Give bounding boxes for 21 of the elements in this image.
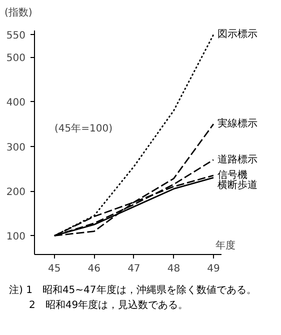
y-tick-label: 550 (6, 30, 26, 42)
x-tick-label: 47 (128, 264, 140, 274)
y-tick-label: 200 (6, 187, 26, 198)
annotation: (45年=100) (54, 122, 113, 134)
x-axis-title: 年度 (215, 240, 236, 252)
series-label: 道路標示 (217, 153, 258, 166)
text: 注) 1 昭和45~47年度は，沖縄県を除く数値である。 (9, 285, 256, 296)
series-label: 横断歩道 (217, 179, 258, 192)
y-tick-label: 300 (6, 142, 26, 154)
y-tick-label: 400 (6, 98, 26, 109)
y-tick-label: 100 (6, 232, 26, 243)
y-tick-label: 500 (6, 53, 26, 64)
series-label: 図示標示 (217, 28, 258, 40)
text: 2 昭和49年度は，見込数である。 (29, 300, 188, 311)
x-tick-label: 46 (88, 264, 101, 274)
series-label: 信号機 (217, 168, 248, 181)
x-tick-label: 45 (48, 264, 61, 274)
x-tick-label: 48 (167, 264, 180, 274)
x-tick-label: 49 (207, 264, 220, 274)
series-label: 実線標示 (217, 118, 258, 130)
y-axis-title: (指数) (4, 6, 32, 18)
